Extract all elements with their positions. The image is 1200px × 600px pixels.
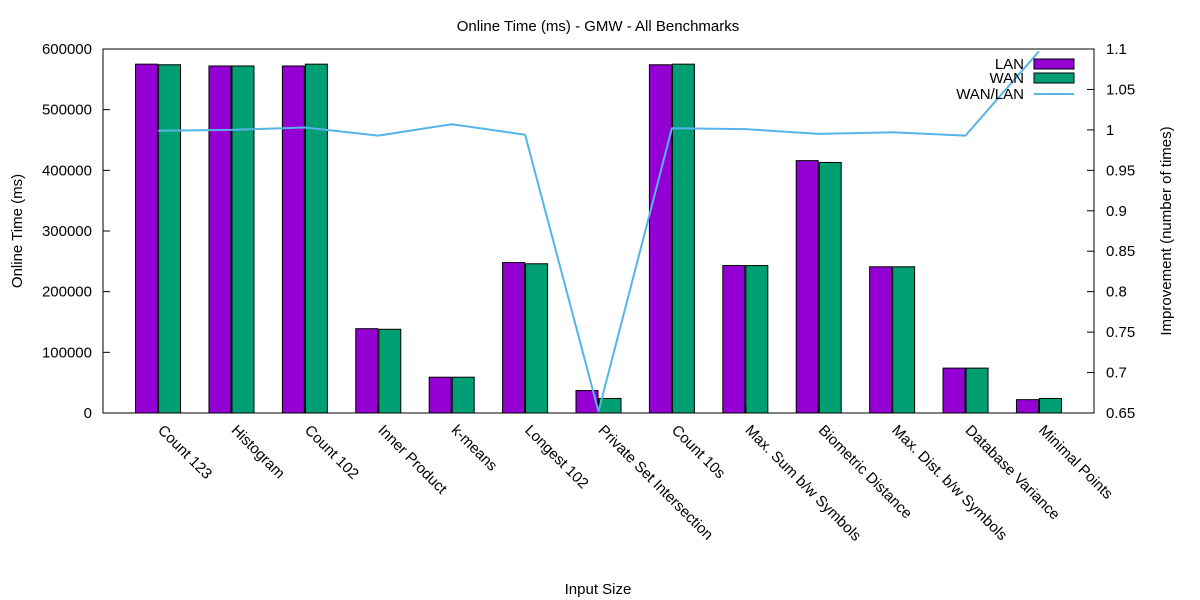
bar-lan <box>1015 399 1039 414</box>
chart-title: Online Time (ms) - GMW - All Benchmarks <box>457 18 740 35</box>
bar-lan <box>281 65 305 414</box>
bar-lan <box>135 63 159 414</box>
legend-label: WAN/LAN <box>956 86 1024 103</box>
bar-wan <box>965 367 989 414</box>
y2-tick-label: 1 <box>1106 122 1114 139</box>
y2-tick-label: 0.8 <box>1106 284 1127 301</box>
bar-lan <box>722 265 746 414</box>
bar-lan <box>208 65 232 414</box>
legend-label: WAN <box>990 70 1024 87</box>
y2-tick-label: 0.9 <box>1106 203 1127 220</box>
y-tick-label: 400000 <box>42 162 92 179</box>
bar-lan <box>942 367 966 414</box>
y2-tick-label: 1.05 <box>1106 81 1135 98</box>
y2-axis-title: Improvement (number of times) <box>1158 126 1175 335</box>
x-tick-label: Longest 102 <box>521 422 591 492</box>
bar-wan <box>158 64 182 414</box>
bar-wan <box>818 161 842 414</box>
bar-lan <box>575 390 599 414</box>
y-tick-label: 300000 <box>42 223 92 240</box>
legend-swatch-wan <box>1033 72 1075 84</box>
bar-wan <box>304 63 328 414</box>
x-tick-label: Minimal Points <box>1035 422 1116 503</box>
y-axis-title: Online Time (ms) <box>9 174 26 288</box>
y2-tick-label: 1.1 <box>1106 41 1127 58</box>
x-axis-title: Input Size <box>565 581 632 598</box>
bar-wan <box>892 266 916 414</box>
bar-lan <box>502 262 526 414</box>
bar-lan <box>869 266 893 414</box>
y-tick-label: 200000 <box>42 284 92 301</box>
y2-tick-label: 0.75 <box>1106 324 1135 341</box>
y-tick-label: 100000 <box>42 344 92 361</box>
x-tick-label: Count 123 <box>154 422 215 483</box>
y2-tick-label: 0.85 <box>1106 243 1135 260</box>
legend-label: LAN <box>995 56 1024 73</box>
bar-lan <box>648 64 672 414</box>
y2-tick-label: 0.65 <box>1106 405 1135 422</box>
plot-area: 0 100000 200000 300000 400000 500000 600000 0.6… <box>42 41 1135 545</box>
bar-wan <box>671 63 695 414</box>
bar-wan <box>451 376 475 414</box>
bar-lan <box>355 328 379 414</box>
bar-wan <box>525 263 549 414</box>
x-tick-label: k-means <box>448 422 501 475</box>
y-tick-label: 600000 <box>42 41 92 58</box>
bar-lan <box>428 376 452 414</box>
y2-tick-label: 0.7 <box>1106 365 1127 382</box>
x-tick-label: Count 102 <box>301 422 362 483</box>
bar-wan <box>1038 397 1062 414</box>
bar-wan <box>745 265 769 414</box>
y2-tick-label: 0.95 <box>1106 162 1135 179</box>
y-tick-label: 500000 <box>42 102 92 119</box>
x-tick-label: Histogram <box>228 422 288 482</box>
y-tick-label: 0 <box>84 405 92 422</box>
bar-wan <box>378 328 402 414</box>
bar-wan <box>231 65 255 414</box>
legend-swatch-lan <box>1033 58 1075 70</box>
line-wan-lan <box>158 50 1040 413</box>
x-tick-label: Count 10s <box>668 422 728 482</box>
x-tick-label: Inner Product <box>374 422 450 498</box>
bar-lan <box>795 160 819 414</box>
